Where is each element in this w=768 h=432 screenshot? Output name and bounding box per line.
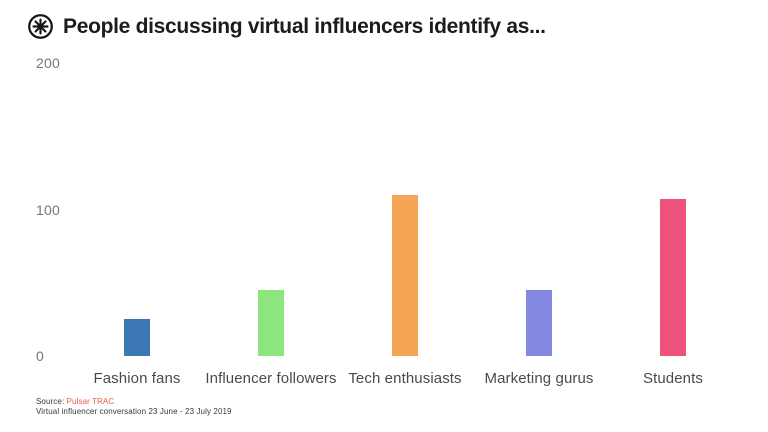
bar-students: [660, 199, 686, 356]
source-line: Source: Pulsar TRAC: [36, 397, 232, 407]
source-label: Source:: [36, 397, 65, 406]
x-axis-label: Fashion fans: [93, 370, 181, 387]
x-axis-label: Tech enthusiasts: [348, 370, 462, 387]
header: People discussing virtual influencers id…: [27, 13, 546, 40]
x-axis-label: Students: [642, 370, 703, 387]
source-detail: Virtual influencer conversation 23 June …: [36, 407, 232, 416]
x-axis-label: Marketing gurus: [484, 370, 594, 387]
y-tick-label: 0: [36, 348, 44, 364]
y-axis: 0 100 200: [36, 0, 76, 432]
bar-column: [70, 63, 204, 356]
x-axis-label: Influencer followers: [205, 370, 337, 387]
page-title: People discussing virtual influencers id…: [63, 14, 546, 38]
source-note: Source: Pulsar TRAC Virtual influencer c…: [36, 397, 232, 417]
bar-column: [338, 63, 472, 356]
bar-fashion-fans: [124, 319, 150, 356]
bar-column: [606, 63, 740, 356]
bar-marketing-gurus: [526, 290, 552, 356]
bar-tech-enthusiasts: [392, 194, 418, 356]
pulsar-asterisk-icon: [27, 13, 54, 40]
y-tick-label: 100: [36, 201, 60, 218]
x-axis-labels: Fashion fans Influencer followers Tech ent…: [70, 370, 740, 387]
bar-influencer-followers: [258, 290, 284, 356]
y-tick-label: 200: [36, 55, 60, 71]
bar-column: [204, 63, 338, 356]
bar-column: [472, 63, 606, 356]
source-link[interactable]: Pulsar TRAC: [66, 397, 115, 406]
chart-plot: [70, 63, 740, 356]
